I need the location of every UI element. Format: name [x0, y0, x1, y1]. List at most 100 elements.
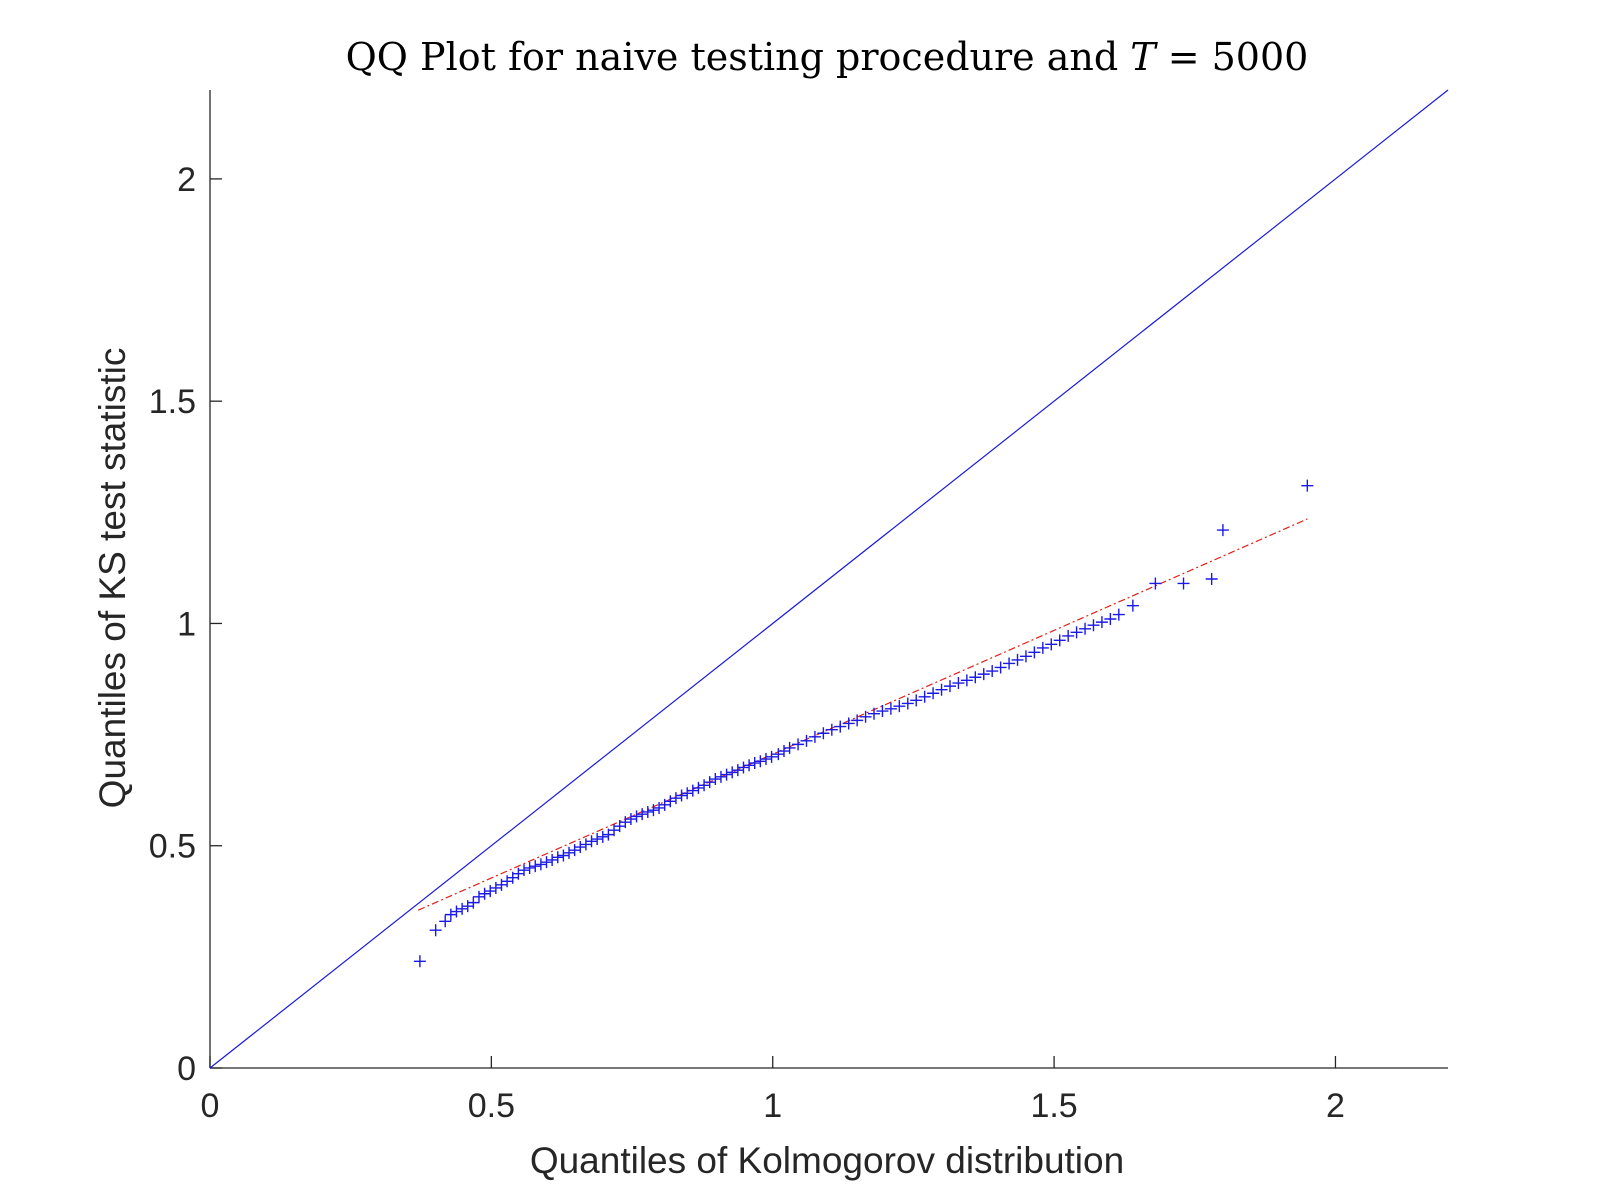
- data-point-marker: [851, 714, 864, 727]
- data-point-marker: [686, 784, 699, 797]
- data-point-marker: [653, 801, 666, 814]
- data-point-marker: [1036, 641, 1049, 654]
- x-tick-label: 0: [201, 1087, 220, 1125]
- data-point-marker: [720, 768, 733, 781]
- fit-line: [417, 518, 1308, 911]
- data-point-marker: [1079, 622, 1092, 635]
- x-tick-label: 2: [1326, 1087, 1345, 1125]
- data-point-marker: [1205, 573, 1218, 585]
- data-point-marker: [731, 764, 744, 777]
- data-point-marker: [456, 902, 469, 915]
- data-point-marker: [489, 881, 502, 894]
- data-point-marker: [692, 781, 705, 794]
- data-point-marker: [1045, 638, 1058, 651]
- data-point-marker: [472, 890, 485, 903]
- data-point-marker: [1070, 626, 1083, 639]
- data-point-marker: [647, 804, 660, 817]
- data-point-marker: [977, 668, 990, 681]
- data-point-marker: [1177, 577, 1190, 590]
- data-point-marker: [910, 694, 923, 707]
- data-point-marker: [918, 690, 931, 703]
- data-point-marker: [413, 955, 426, 968]
- data-point-marker: [1112, 608, 1125, 621]
- data-point-marker: [518, 864, 531, 877]
- data-point-marker: [557, 849, 570, 862]
- data-point-marker: [817, 727, 830, 740]
- chart-title: QQ Plot for naive testing procedure and …: [346, 35, 1309, 79]
- data-point-marker: [698, 779, 711, 792]
- data-point-marker: [792, 738, 805, 751]
- x-axis-label: Quantiles of Kolmogorov distribution: [530, 1140, 1124, 1181]
- data-point-marker: [893, 700, 906, 713]
- data-point-marker: [1095, 616, 1108, 629]
- data-point-marker: [726, 766, 739, 779]
- x-tick-label: 1: [763, 1087, 782, 1125]
- data-point-marker: [952, 677, 965, 690]
- data-point-marker: [808, 730, 821, 743]
- data-point-marker: [709, 773, 722, 786]
- data-point-marker: [439, 915, 452, 928]
- data-point-marker: [1062, 629, 1075, 642]
- data-point-marker: [579, 838, 592, 851]
- y-tick-label: 0: [177, 1050, 196, 1088]
- data-point-marker: [876, 705, 889, 718]
- data-point-marker: [534, 858, 547, 871]
- data-point-marker: [596, 830, 609, 843]
- data-point-marker: [624, 813, 637, 826]
- y-tick-label: 0.5: [149, 828, 196, 866]
- data-point-marker: [737, 761, 750, 774]
- data-point-marker: [960, 674, 973, 687]
- data-point-marker: [901, 697, 914, 710]
- y-axis-label: Quantiles of KS test statistic: [92, 348, 133, 809]
- data-point-marker: [825, 723, 838, 736]
- data-point-marker: [884, 702, 897, 715]
- chart-title-variable: T: [1130, 35, 1158, 79]
- data-point-marker: [1301, 479, 1314, 492]
- x-tick-label: 0.5: [468, 1087, 515, 1125]
- data-point-marker: [859, 710, 872, 723]
- y-tick-label: 1: [177, 605, 196, 643]
- data-point-marker: [551, 851, 564, 864]
- data-point-marker: [783, 741, 796, 754]
- data-point-marker: [765, 750, 778, 763]
- data-point-marker: [467, 896, 480, 909]
- data-point-marker: [429, 924, 442, 937]
- data-point-marker: [484, 885, 497, 898]
- plot-area: 0 0.5 1 1.5 2 0 0.5 1 1.5 2: [149, 89, 1449, 1125]
- data-point-marker: [630, 810, 643, 823]
- data-point-marker: [927, 687, 940, 700]
- data-point-marker: [568, 844, 581, 857]
- y-tick-label: 1.5: [149, 383, 196, 421]
- data-point-marker: [1019, 650, 1032, 663]
- data-point-marker: [641, 805, 654, 818]
- data-point-marker: [994, 661, 1007, 674]
- data-point-marker: [450, 905, 463, 918]
- data-point-marker: [1216, 524, 1229, 537]
- data-point-marker: [574, 841, 587, 854]
- data-point-marker: [714, 770, 727, 783]
- data-point-marker: [754, 755, 767, 768]
- data-point-marker: [969, 671, 982, 684]
- data-point-marker: [1003, 657, 1016, 670]
- data-point-marker: [1053, 634, 1066, 647]
- data-point-marker: [1087, 619, 1100, 632]
- data-point-marker: [1028, 646, 1041, 659]
- data-point-marker: [743, 759, 756, 772]
- data-point-marker: [529, 860, 542, 873]
- data-point-marker: [842, 717, 855, 730]
- data-point-marker: [777, 745, 790, 758]
- data-point-marker: [943, 680, 956, 693]
- x-tick-label: 1.5: [1030, 1087, 1077, 1125]
- data-point-marker: [669, 792, 682, 805]
- data-point-marker: [759, 753, 772, 766]
- data-point-marker: [1126, 599, 1139, 612]
- data-point-marker: [585, 835, 598, 848]
- data-point-marker: [868, 707, 881, 720]
- data-point-marker: [636, 808, 649, 821]
- data-point-marker: [1011, 653, 1024, 666]
- chart-title-suffix: = 5000: [1156, 35, 1309, 79]
- data-point-marker: [772, 748, 785, 761]
- data-point-marker: [703, 776, 716, 789]
- data-point-marker: [523, 861, 536, 874]
- data-point-marker: [664, 795, 677, 808]
